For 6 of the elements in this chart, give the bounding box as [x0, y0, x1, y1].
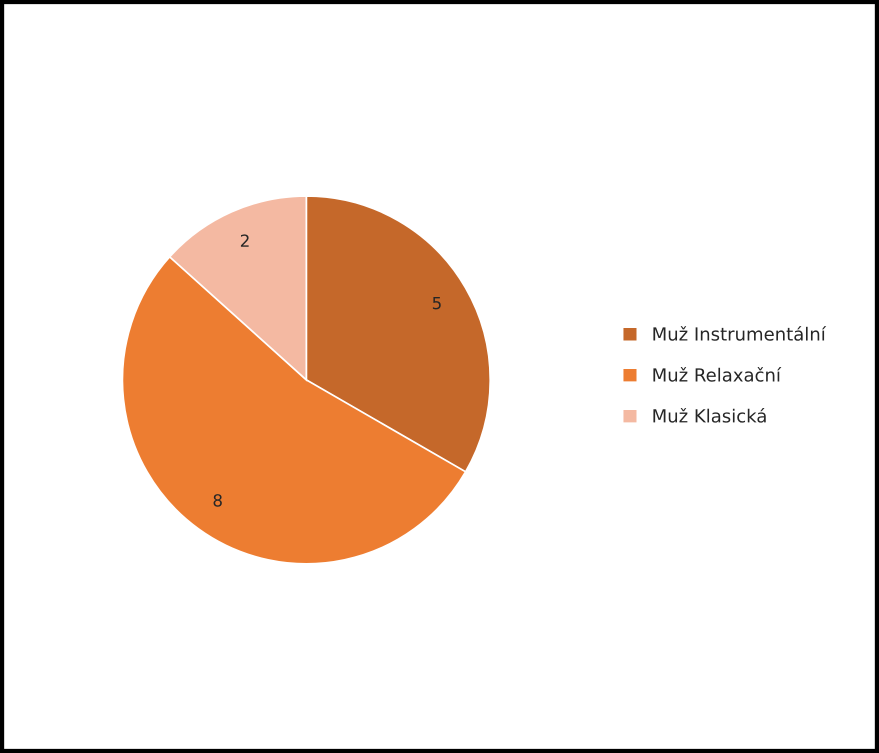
data-label: 5 [432, 296, 441, 310]
data-label: 8 [214, 494, 222, 507]
legend-label: Muž Klasická [653, 408, 766, 423]
legend-label: Muž Relaxační [653, 367, 782, 382]
data-label: 2 [240, 234, 249, 247]
legend-label: Muž Instrumentální [653, 326, 826, 341]
